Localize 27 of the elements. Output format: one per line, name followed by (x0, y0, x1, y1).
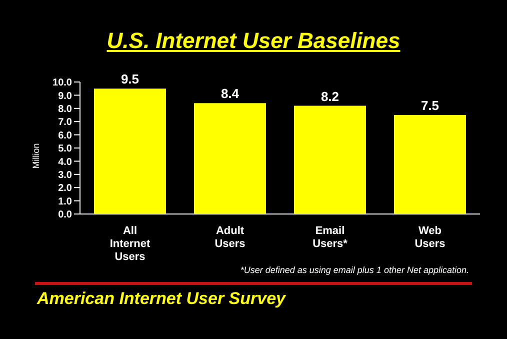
x-tick-label: All Internet Users (110, 225, 150, 263)
bar (394, 115, 466, 214)
bar (294, 106, 366, 214)
y-tick-label: 6.0 (58, 130, 72, 142)
y-axis-title: Million (31, 142, 41, 171)
y-tick-label: 10.0 (52, 78, 72, 89)
data-label: 9.5 (120, 72, 140, 87)
text: American Internet User Survey (37, 289, 286, 309)
x-tick-label: Email Users* (312, 225, 348, 250)
y-tick-label: 1.0 (58, 196, 72, 208)
data-label: 8.4 (220, 86, 240, 102)
y-tick-label: 9.0 (58, 90, 72, 102)
bar (194, 103, 266, 214)
x-tick-label: Web Users (414, 225, 446, 250)
text: *User defined as using email plus 1 other Net application. (240, 265, 469, 275)
chart-title: U.S. Internet User Baselines (106, 28, 402, 54)
y-tick-label: 7.0 (58, 117, 72, 128)
y-tick-label: 2.0 (58, 183, 72, 194)
y-tick-label: 0.0 (58, 210, 72, 221)
y-tick-label: 4.0 (58, 156, 72, 168)
y-tick-label: 8.0 (58, 104, 72, 115)
x-tick-label: Adult Users (214, 225, 246, 250)
bar (94, 88, 166, 214)
y-tick-label: 3.0 (58, 170, 72, 181)
y-tick-label: 5.0 (58, 144, 72, 155)
data-label: 8.2 (320, 88, 340, 104)
data-label: 7.5 (420, 98, 440, 113)
